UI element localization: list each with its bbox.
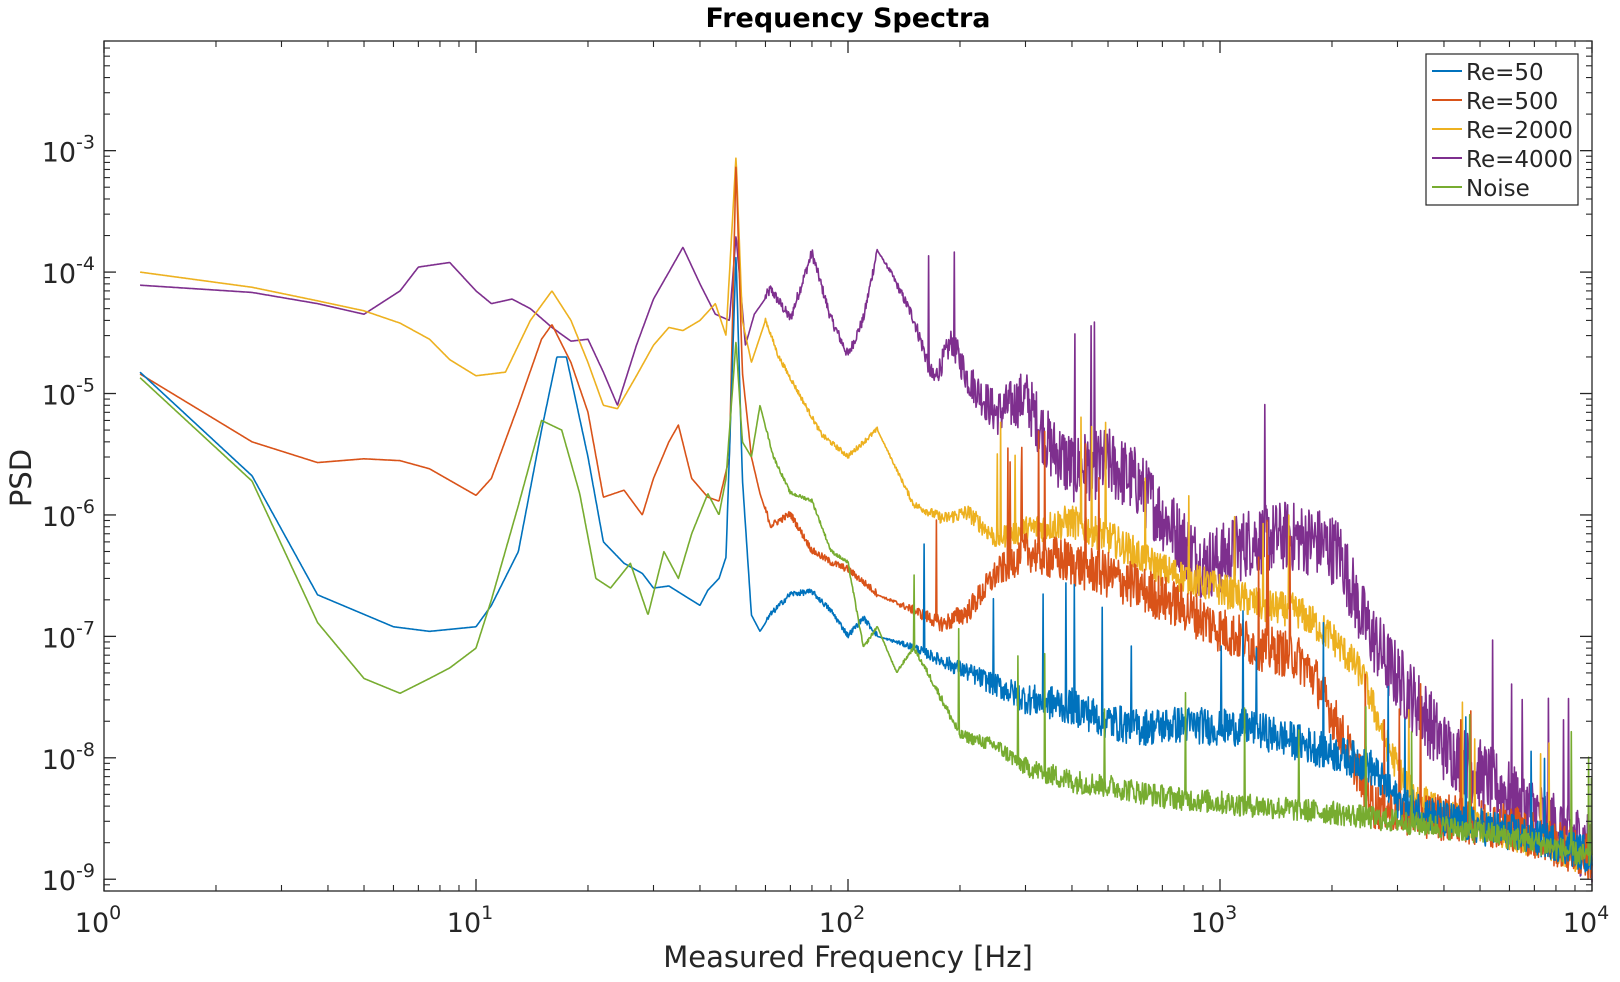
legend-label-re-4000: Re=4000: [1466, 147, 1573, 173]
series-line-noise: [139, 341, 1593, 866]
y-tick-label: 10-6: [42, 496, 95, 533]
x-tick-label: 102: [819, 902, 865, 939]
series-line-re-50: [139, 256, 1593, 873]
series-line-re-500: [139, 166, 1593, 880]
x-tick-label: 100: [75, 902, 121, 939]
y-tick-label: 10-5: [42, 375, 95, 412]
x-tick-label: 101: [447, 902, 493, 939]
y-axis-label: PSD: [4, 449, 38, 507]
x-tick-label: 104: [1563, 902, 1609, 939]
series-line-re-2000: [139, 157, 1593, 874]
x-tick-label: 103: [1191, 902, 1237, 939]
axes-layer: 100 101 102 103 104 10-9 10-8 10-7 10-6 10-5 10-4 1…: [42, 40, 1609, 939]
y-tick-label: 10-9: [42, 860, 95, 897]
legend-label-re-50: Re=50: [1466, 60, 1544, 86]
y-tick-label: 10-8: [42, 739, 95, 776]
y-tick-label: 10-3: [42, 132, 95, 169]
legend-label-noise: Noise: [1466, 176, 1530, 202]
legend-label-re-2000: Re=2000: [1466, 118, 1573, 144]
legend-label-re-500: Re=500: [1466, 89, 1558, 115]
legend: Re=50 Re=500 Re=2000 Re=4000 Noise: [1425, 53, 1579, 206]
y-tick-label: 10-4: [42, 253, 95, 290]
x-axis-label: Measured Frequency [Hz]: [663, 940, 1033, 974]
series-layer: [139, 157, 1593, 883]
y-tick-label: 10-7: [42, 617, 95, 654]
chart-title: Frequency Spectra: [706, 3, 991, 34]
series-line-re-4000: [139, 236, 1593, 883]
